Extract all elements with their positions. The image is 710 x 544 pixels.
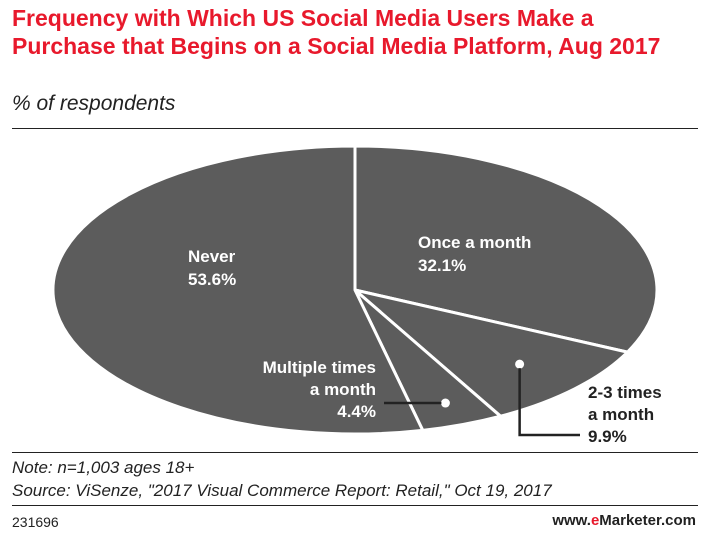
pie-slices (51, 144, 659, 436)
callout-dot-multiple-times-a-month (440, 398, 450, 408)
note-text: Note: n=1,003 ages 18+ (12, 458, 195, 477)
brand-prefix: www. (552, 512, 591, 529)
chart-title: Frequency with Which US Social Media Use… (12, 5, 661, 59)
callout-line-2-3-times-a-month (518, 368, 580, 437)
chart-id: 231696 (12, 514, 59, 530)
pie-slice-never (51, 144, 425, 436)
source-text: Source: ViSenze, "2017 Visual Commerce R… (12, 481, 552, 500)
pie-slice-once-a-month (353, 144, 659, 354)
footer-divider (12, 505, 698, 506)
chart-subtitle: % of respondents (12, 92, 176, 115)
pie-labels: Once a month 32.1% Never 53.6% 2-3 times a mo… (188, 233, 662, 446)
data-label-multiple-times-a-month: Multiple times a month 4.4% (263, 358, 376, 421)
pie-chart: Once a month 32.1% Never 53.6% 2-3 times a mo… (51, 144, 662, 446)
data-label-once-a-month: Once a month 32.1% (418, 233, 531, 275)
brand-logo[interactable]: www.eMarketer.com (552, 512, 696, 529)
data-label-2-3-times-a-month: 2-3 times a month 9.9% (588, 383, 662, 446)
brand-e: e (590, 512, 600, 529)
callout-dot-2-3-times-a-month (515, 359, 525, 369)
pie-slice-2-3-times-a-month (353, 288, 629, 418)
bottom-divider (12, 452, 698, 453)
data-label-never: Never 53.6% (188, 247, 236, 289)
brand-rest: Marketer.com (599, 512, 696, 529)
top-divider (12, 128, 698, 129)
